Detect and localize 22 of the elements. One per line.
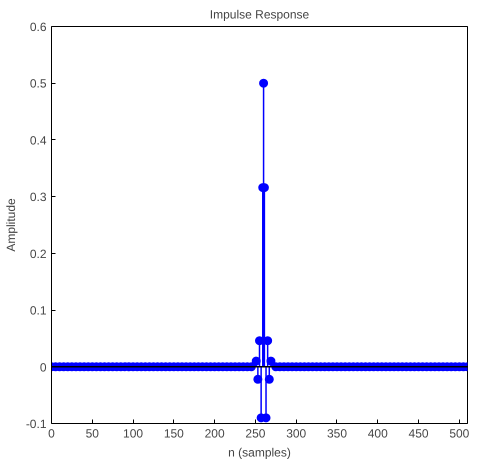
x-axis-title: n (samples) <box>228 446 291 460</box>
x-tick-label: 250 <box>245 426 266 440</box>
x-tick-label: 150 <box>164 426 184 440</box>
y-axis-title: Amplitude <box>4 198 18 252</box>
y-tick-label: 0.5 <box>30 76 47 91</box>
y-tick-label: 0.2 <box>30 246 47 261</box>
y-tick-label: 0.1 <box>30 304 47 318</box>
x-tick-label: 100 <box>123 426 144 440</box>
x-tick-label: 300 <box>286 426 307 440</box>
x-tick-label: 200 <box>204 426 225 440</box>
x-tick-label: 0 <box>48 426 56 440</box>
x-tick-label: 50 <box>86 426 100 440</box>
x-tick-label: 500 <box>449 426 470 440</box>
y-tick-label: 0 <box>40 360 47 374</box>
y-tick-label: 0.3 <box>30 190 47 204</box>
x-tick-label: 450 <box>408 426 429 440</box>
y-tick-label: -0.1 <box>26 417 47 431</box>
x-tick-label: 400 <box>368 426 388 440</box>
y-tick-label: 0.6 <box>30 20 47 34</box>
y-tick-label: 0.4 <box>30 133 47 148</box>
x-tick-label: 350 <box>326 426 348 440</box>
chart-title: Impulse Response <box>210 8 310 22</box>
